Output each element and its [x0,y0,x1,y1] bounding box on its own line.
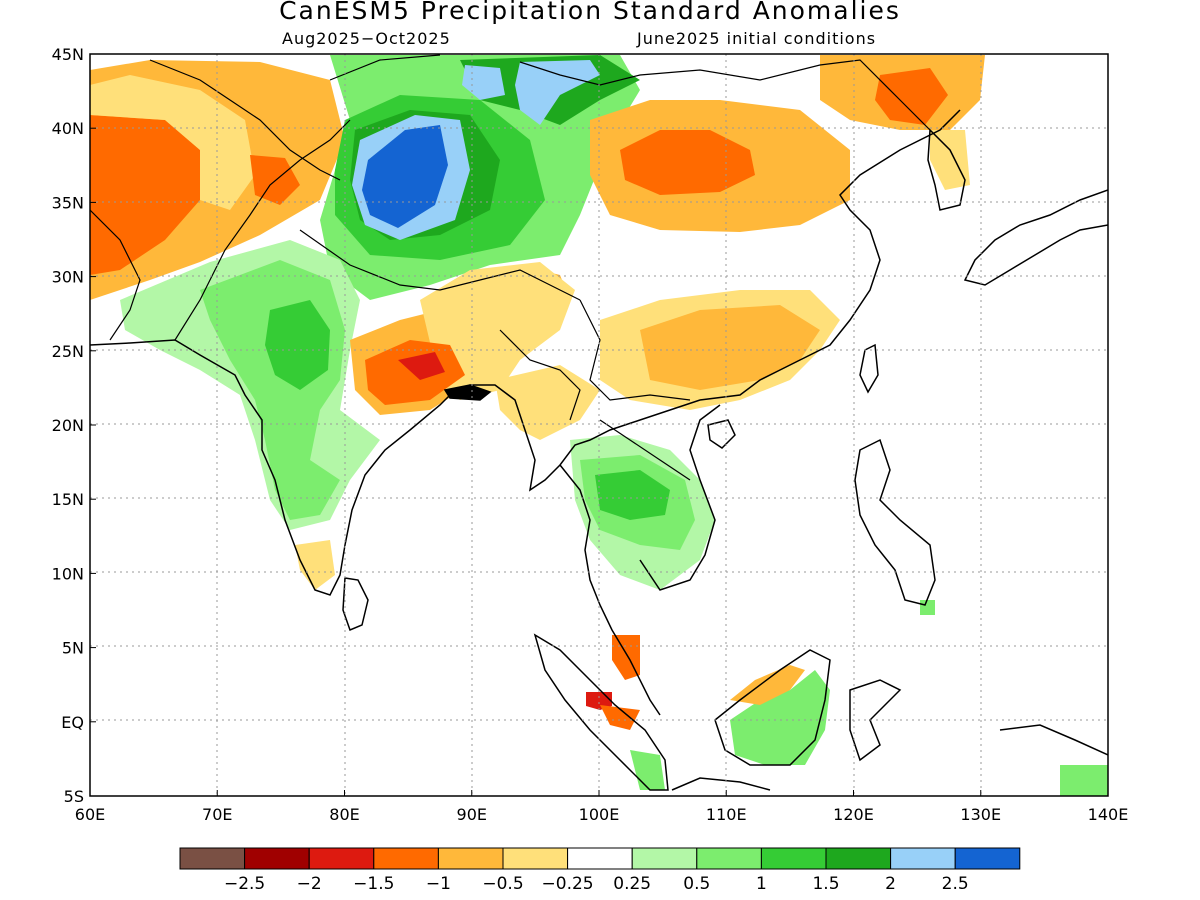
lon-label: 140E [1088,805,1129,824]
colorbar-label: 2 [885,874,896,894]
colorbar-swatch [373,847,439,870]
colorbar-label: 2.5 [942,874,969,894]
coastline-taiwan [859,343,879,394]
border-china-north [329,54,931,131]
coastline-korea [927,128,966,211]
anomaly-dry-north-china-core [620,130,755,195]
colorbar-swatch [760,847,827,870]
colorbar-label: −2 [297,874,322,894]
coastline-sulawesi [849,679,902,762]
colorbar-label: 1.5 [812,874,839,894]
coastline-sumatra [533,633,669,791]
anomaly-wet-new-guinea [1060,765,1108,796]
lat-label: EQ [61,713,84,732]
anomaly-wet-borneo [730,670,830,765]
colorbar-swatch [179,847,246,870]
colorbar-swatch [567,847,633,870]
colorbar-label: 1 [756,874,767,894]
anomaly-dry-bengal-core [398,352,445,380]
forecast-period: Aug2025−Oct2025 [282,29,451,48]
coastlines [90,109,1108,791]
coastline-sri-lanka [342,577,369,631]
colorbar-swatch [244,847,310,870]
anomaly-dry-southwest-india [295,540,335,590]
colorbar-swatch [696,847,762,870]
anomaly-wet-indochina-core [595,470,670,520]
lat-label: 35N [52,193,84,212]
anomaly-dry-kashmir [250,155,300,205]
lon-label: 90E [457,805,487,824]
border-himalaya [299,229,581,301]
colorbar-swatch [825,847,892,870]
border-laos [599,419,691,481]
colorbar-swatch [631,847,698,870]
anomaly-wet-india-core [265,300,330,390]
lat-label: 5S [64,787,84,806]
coastline-hainan [707,419,736,449]
lat-label: 25N [52,342,84,361]
anomaly-dry-sumatra-2 [600,705,640,730]
colorbar-swatch [502,847,569,870]
latitude-axis: 45N 40N 35N 30N 25N 20N 15N 10N 5N EQ 5S [52,45,96,806]
border-central-asia [149,59,341,181]
anomaly-wet-mongolia-blue [515,60,600,125]
lat-label: 20N [52,416,84,435]
anomaly-dry-northeast-core [875,68,948,125]
lat-label: 40N [52,119,84,138]
anomaly-dry-borneo-coast [730,665,805,705]
anomaly-wet-sulawesi [920,600,935,615]
colorbar-label: −0.5 [482,874,523,894]
coastline-philippines [854,438,936,606]
lon-label: 80E [329,805,359,824]
lon-label: 130E [960,805,1001,824]
lon-label: 60E [75,805,105,824]
anomaly-wet-sumatra-south [630,750,665,790]
colorbar: −2.5 −2 −1.5 −1 −0.5 −0.25 0.25 0.5 1 1.5 2 2.5 [179,847,1021,894]
lat-label: 15N [52,490,84,509]
colorbar-label: 0.5 [683,874,710,894]
colorbar-swatch [954,847,1021,870]
colorbar-label: −0.25 [542,874,594,894]
ganges-delta [443,384,492,401]
longitude-axis: 60E 70E 80E 90E 100E 110E 120E 130E 140E [75,790,1129,824]
border-iran [90,209,141,341]
border-myanmar [499,329,581,421]
coastline-india [90,109,961,596]
coastline-java [671,777,771,791]
initial-conditions: June2025 initial conditions [637,29,877,48]
anomaly-dry-myanmar [495,365,600,440]
lat-label: 5N [62,639,84,658]
coastline-borneo [714,649,831,766]
anomaly-dry-west-asia-core [90,115,200,275]
lon-label: 120E [833,805,874,824]
lat-label: 10N [52,564,84,583]
coastline-new-guinea [999,724,1108,756]
lon-label: 70E [202,805,232,824]
lon-label: 100E [579,805,620,824]
grid-lines [90,54,1108,796]
lon-label: 110E [706,805,747,824]
colorbar-label: −2.5 [224,874,265,894]
colorbar-swatch [437,847,504,870]
colorbar-label: 0.25 [613,874,651,894]
anomaly-wet-mongolia-blue-2 [462,65,505,100]
border-china-south [579,299,691,401]
border-pakistan-india [174,119,351,341]
colorbar-swatch [890,847,956,870]
anomaly-dry-south-china-core [640,305,820,390]
anomaly-dry-west-light [90,75,255,210]
lat-label: 30N [52,268,84,287]
coastline-indochina [559,404,721,716]
map-title: CanESM5 Precipitation Standard Anomalies [279,0,901,25]
colorbar-label: −1.5 [353,874,394,894]
borders [90,54,931,481]
lat-label: 45N [52,45,84,64]
colorbar-label: −1 [426,874,451,894]
anomaly-dry-korea [930,130,970,190]
colorbar-swatch [308,847,375,870]
anomaly-field [90,55,1108,796]
coastline-japan [963,189,1108,286]
